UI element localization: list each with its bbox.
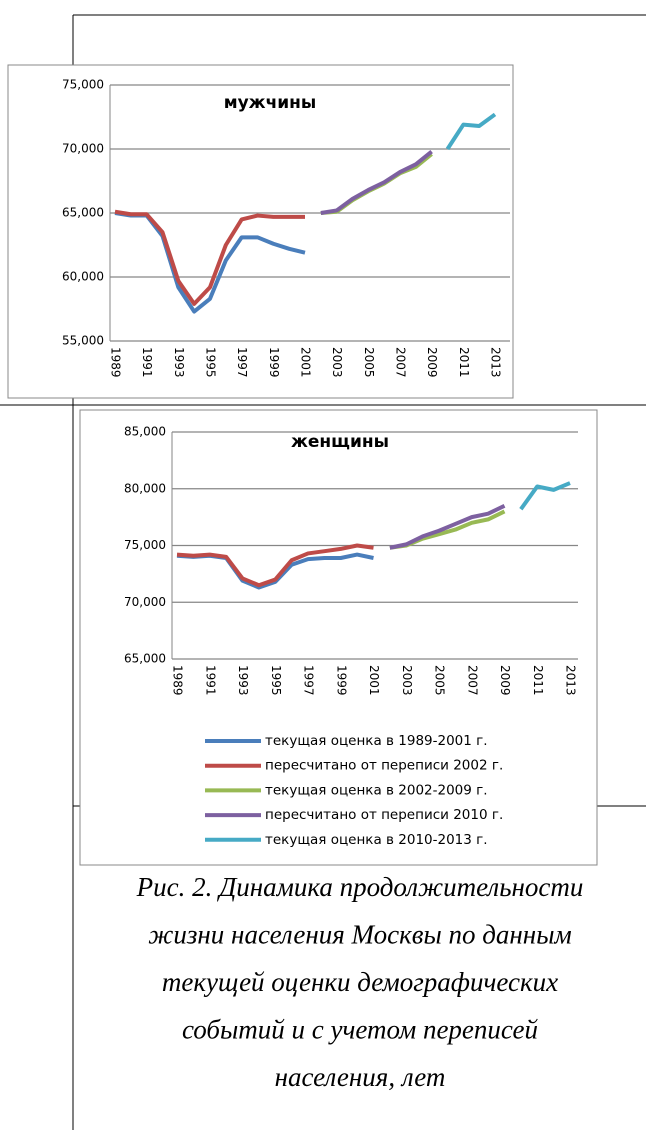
chart-title: женщины bbox=[291, 432, 389, 452]
x-tick-label: 1995 bbox=[204, 347, 218, 378]
x-tick-label: 2011 bbox=[457, 347, 471, 378]
x-tick-label: 1999 bbox=[267, 347, 281, 378]
data-line bbox=[320, 150, 433, 215]
x-tick-label: 1989 bbox=[109, 347, 123, 378]
x-tick-label: 2005 bbox=[362, 347, 376, 378]
x-tick-label: 2009 bbox=[425, 347, 439, 378]
y-tick-label: 75,000 bbox=[124, 538, 166, 552]
x-tick-label: 2009 bbox=[498, 665, 512, 696]
y-tick-label: 65,000 bbox=[124, 652, 166, 666]
y-tick-label: 85,000 bbox=[124, 425, 166, 439]
data-line bbox=[176, 543, 374, 588]
data-line bbox=[445, 112, 497, 151]
y-tick-label: 70,000 bbox=[62, 142, 104, 156]
chart-frame bbox=[79, 409, 598, 866]
x-tick-label: 1989 bbox=[171, 665, 185, 696]
caption-line: населения, лет bbox=[275, 1062, 446, 1092]
y-tick-label: 55,000 bbox=[62, 334, 104, 348]
x-tick-label: 2003 bbox=[400, 665, 414, 696]
x-tick-label: 2001 bbox=[299, 347, 313, 378]
y-tick-label: 75,000 bbox=[62, 78, 104, 92]
x-tick-label: 1993 bbox=[172, 347, 186, 378]
caption-line: событий и с учетом переписей bbox=[182, 1015, 539, 1045]
x-tick-label: 2013 bbox=[564, 665, 578, 696]
caption-line: жизни населения Москвы по данным bbox=[148, 920, 571, 950]
x-tick-label: 1991 bbox=[203, 665, 217, 696]
y-tick-label: 80,000 bbox=[124, 481, 166, 495]
legend-label: текущая оценка в 2002-2009 г. bbox=[265, 782, 488, 798]
caption-line: Рис. 2. Динамика продолжительности bbox=[136, 872, 584, 902]
x-tick-label: 2001 bbox=[367, 665, 381, 696]
x-tick-label: 1991 bbox=[140, 347, 154, 378]
caption-line: текущей оценки демографических bbox=[162, 967, 558, 997]
legend-label: пересчитано от переписи 2002 г. bbox=[265, 758, 503, 774]
x-tick-label: 1997 bbox=[302, 665, 316, 696]
x-tick-label: 2007 bbox=[394, 347, 408, 378]
x-tick-label: 2013 bbox=[489, 347, 503, 378]
y-tick-label: 70,000 bbox=[124, 595, 166, 609]
x-tick-label: 2005 bbox=[433, 665, 447, 696]
chart-title: мужчины bbox=[224, 93, 317, 113]
y-tick-label: 60,000 bbox=[62, 270, 104, 284]
x-tick-label: 2007 bbox=[465, 665, 479, 696]
data-line bbox=[114, 209, 305, 306]
x-tick-label: 1993 bbox=[236, 665, 250, 696]
legend-label: пересчитано от переписи 2010 г. bbox=[265, 807, 503, 823]
x-tick-label: 1999 bbox=[334, 665, 348, 696]
x-tick-label: 2011 bbox=[531, 665, 545, 696]
y-tick-label: 65,000 bbox=[62, 206, 104, 220]
x-tick-label: 1997 bbox=[235, 347, 249, 378]
chart-frame bbox=[7, 64, 514, 399]
x-tick-label: 1995 bbox=[269, 665, 283, 696]
x-tick-label: 2003 bbox=[330, 347, 344, 378]
data-line bbox=[519, 481, 571, 511]
data-line bbox=[389, 503, 506, 550]
legend-label: текущая оценка в 1989-2001 г. bbox=[265, 733, 488, 749]
legend-label: текущая оценка в 2010-2013 г. bbox=[265, 832, 488, 848]
